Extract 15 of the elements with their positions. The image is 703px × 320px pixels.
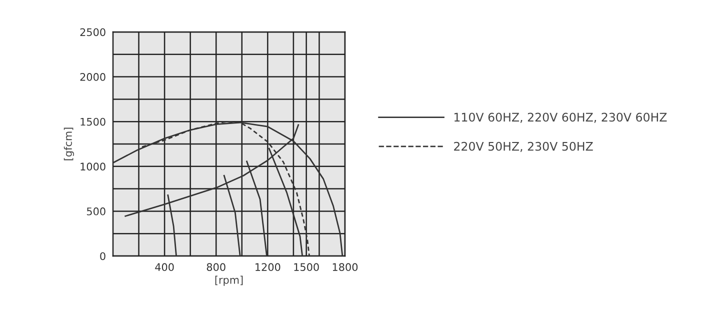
x-tick-label: 400	[155, 263, 174, 272]
text: 220V 50HZ, 230V 50HZ	[454, 142, 593, 152]
y-tick-label: 1500	[80, 118, 106, 126]
y-tick-label: 2000	[80, 73, 106, 81]
y-tick-label: 2500	[80, 28, 106, 36]
y-axis-title: [gfcm]	[64, 128, 74, 160]
x-tick-label: 1500	[294, 263, 319, 272]
y-tick-label: 0	[100, 252, 106, 260]
x-tick-label: 1800	[332, 263, 358, 272]
x-axis-title: [rpm]	[215, 276, 243, 286]
y-tick-label: 1000	[80, 162, 106, 171]
text: 110V 60HZ, 220V 60HZ, 230V 60HZ	[454, 112, 667, 123]
x-tick-label: 800	[206, 263, 226, 272]
x-tick-label: 1200	[256, 263, 280, 272]
y-tick-label: 500	[86, 207, 106, 216]
